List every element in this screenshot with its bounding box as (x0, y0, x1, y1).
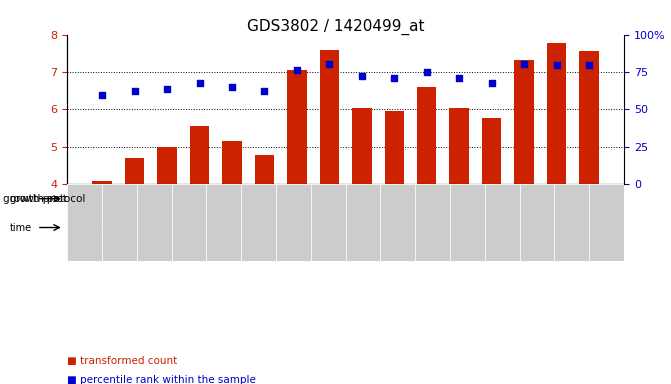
FancyBboxPatch shape (346, 184, 380, 261)
Text: 8 days: 8 days (258, 222, 295, 233)
FancyBboxPatch shape (589, 184, 624, 261)
FancyBboxPatch shape (172, 184, 207, 261)
Bar (255, 155, 274, 184)
FancyBboxPatch shape (207, 213, 346, 242)
Bar (384, 111, 404, 184)
Text: ■ transformed count: ■ transformed count (67, 356, 177, 366)
Point (291, 67, 302, 73)
Bar (352, 108, 372, 184)
FancyBboxPatch shape (102, 184, 137, 261)
Text: DMSO: DMSO (276, 194, 311, 204)
Text: time: time (10, 222, 32, 233)
Text: 4 days: 4 days (83, 222, 120, 233)
FancyBboxPatch shape (485, 184, 519, 261)
FancyBboxPatch shape (241, 184, 276, 261)
Point (551, 61, 562, 68)
FancyBboxPatch shape (67, 184, 519, 213)
Text: 10 days: 10 days (376, 222, 420, 233)
Bar (417, 87, 436, 184)
FancyBboxPatch shape (67, 213, 137, 242)
Bar (157, 147, 176, 184)
Bar (287, 70, 307, 184)
Text: 6 days: 6 days (153, 222, 190, 233)
Point (194, 80, 205, 86)
Point (97, 92, 107, 98)
Text: control: control (552, 194, 591, 204)
Point (584, 62, 595, 68)
Bar (93, 180, 112, 184)
Point (486, 80, 497, 86)
Bar (190, 126, 209, 184)
FancyBboxPatch shape (519, 184, 624, 213)
FancyBboxPatch shape (346, 213, 450, 242)
Point (227, 84, 238, 90)
Point (356, 73, 367, 79)
FancyBboxPatch shape (380, 184, 415, 261)
FancyBboxPatch shape (554, 184, 589, 261)
Bar (579, 51, 599, 184)
FancyBboxPatch shape (450, 213, 519, 242)
Bar (222, 141, 242, 184)
Bar (319, 50, 339, 184)
Text: n/a: n/a (563, 222, 580, 233)
Point (454, 74, 464, 81)
FancyBboxPatch shape (137, 213, 207, 242)
Point (389, 74, 400, 81)
FancyBboxPatch shape (67, 184, 102, 261)
FancyBboxPatch shape (311, 184, 346, 261)
Bar (482, 118, 501, 184)
FancyBboxPatch shape (450, 184, 485, 261)
FancyBboxPatch shape (276, 184, 311, 261)
Point (324, 61, 335, 67)
Point (162, 86, 172, 92)
FancyBboxPatch shape (519, 184, 554, 261)
Point (519, 61, 529, 67)
Point (259, 88, 270, 94)
Bar (125, 158, 144, 184)
FancyBboxPatch shape (137, 184, 172, 261)
Bar (547, 43, 566, 184)
Text: growth protocol: growth protocol (3, 194, 86, 204)
Text: GDS3802 / 1420499_at: GDS3802 / 1420499_at (247, 19, 424, 35)
Bar (515, 60, 534, 184)
Point (421, 69, 432, 75)
Text: 12 days: 12 days (463, 222, 507, 233)
Bar (450, 108, 469, 184)
Text: growth protocol: growth protocol (10, 194, 87, 204)
FancyBboxPatch shape (415, 184, 450, 261)
FancyBboxPatch shape (519, 213, 624, 242)
Point (130, 88, 140, 94)
Text: ■ percentile rank within the sample: ■ percentile rank within the sample (67, 375, 256, 384)
FancyBboxPatch shape (207, 184, 241, 261)
